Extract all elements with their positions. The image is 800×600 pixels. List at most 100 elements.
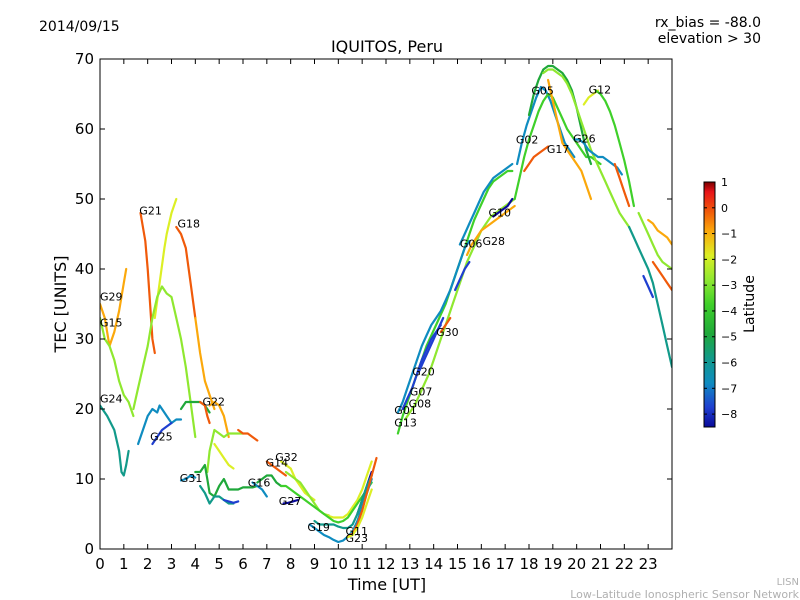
- sat-label-g15-1: G15: [100, 316, 123, 329]
- series-line-g21-4: [153, 197, 178, 320]
- series-line-g13-36: [404, 197, 516, 421]
- series-line-g22-13: [206, 428, 245, 474]
- x-tick-label-19: 19: [543, 555, 562, 573]
- sat-label-g05-25: G05: [531, 85, 554, 98]
- sat-label-g06-21: G06: [460, 237, 483, 250]
- footer-line-1: LISN: [777, 577, 799, 588]
- colorbar-tick-label-4: −3: [721, 279, 737, 292]
- series-line-g05-46: [542, 68, 631, 229]
- x-tick-label-1: 1: [119, 555, 129, 573]
- colorbar: [703, 181, 716, 428]
- colorbar-ticks: 1 0 −1 −2 −3 −4 −5 −6 −7 −8: [704, 176, 737, 421]
- colorbar-tick-label-9: −8: [721, 408, 737, 421]
- x-tick-label-10: 10: [329, 555, 348, 573]
- x-tick-label-15: 15: [448, 555, 467, 573]
- x-tick-label-2: 2: [143, 555, 153, 573]
- sat-label-g32-10: G32: [275, 451, 298, 464]
- colorbar-tick-label-1: 0: [721, 202, 728, 215]
- series-line-g24b-56: [651, 260, 672, 292]
- series-line-g11-30: [313, 474, 373, 530]
- x-tick-label-0: 0: [95, 555, 105, 573]
- x-tick-label-20: 20: [567, 555, 586, 573]
- sat-label-g31-7: G31: [180, 472, 203, 485]
- x-tick-label-13: 13: [400, 555, 419, 573]
- series-line-g22-14: [237, 428, 259, 442]
- sat-label-g20-18: G20: [412, 365, 435, 378]
- rx-bias-label: rx_bias = -88.0: [655, 15, 761, 31]
- colorbar-tick-label-8: −7: [721, 382, 737, 395]
- elevation-label: elevation > 30: [658, 31, 761, 47]
- series-line-g22-12: [199, 400, 211, 425]
- series-line-g28-41: [465, 204, 516, 257]
- y-tick-label-40: 40: [75, 260, 94, 278]
- footer-line-2: Low-Latitude Ionospheric Sensor Network: [570, 588, 799, 600]
- sat-label-g08-16: G08: [409, 398, 432, 411]
- sat-label-g14-9: G14: [266, 456, 289, 469]
- series-line-g14-22: [265, 460, 287, 477]
- sat-label-g17-26: G17: [547, 143, 570, 156]
- series-line-g18-9: [194, 316, 216, 411]
- series-line-g29-0: [100, 267, 128, 348]
- sat-label-g30-20: G30: [436, 326, 459, 339]
- x-tick-label-21: 21: [591, 555, 610, 573]
- x-tick-label-14: 14: [424, 555, 443, 573]
- series-line-g27-27: [280, 481, 373, 524]
- sat-label-g11-13: G11: [346, 525, 369, 538]
- series-line-g12-52: [613, 162, 631, 208]
- x-tick-label-7: 7: [262, 555, 272, 573]
- colorbar-tick-label-5: −4: [721, 305, 737, 318]
- series-line-g31-18: [199, 484, 235, 505]
- y-tick-label-30: 30: [75, 330, 94, 348]
- sat-label-g13-19: G13: [394, 417, 417, 430]
- colorbar-tick-label-0: 1: [721, 176, 728, 189]
- chart-title: IQUITOS, Peru: [331, 37, 443, 56]
- x-axis-label: Time [UT]: [347, 575, 426, 594]
- axis-layer: 0 1 2 3 4 5 6 7 8 9 10 11 12 13 14 15 16 17 18 19 20 21 22 2301…: [75, 50, 672, 573]
- sat-label-g16-8: G16: [248, 477, 271, 490]
- series-line-g24b-55: [647, 218, 672, 246]
- sat-label-g29-0: G29: [100, 291, 123, 304]
- series-line-g31-19: [222, 498, 240, 504]
- series-line-g02-44: [513, 92, 602, 201]
- series-line-g24b-53: [627, 225, 672, 369]
- series-line-g31-17: [194, 463, 259, 498]
- colorbar-tick-label-7: −6: [721, 357, 737, 370]
- y-axis-label: TEC [UNITS]: [51, 256, 70, 354]
- series-line-g24b-54: [637, 211, 672, 271]
- series-line-g05-45: [527, 64, 593, 166]
- sat-label-g27-11: G27: [279, 495, 302, 508]
- y-tick-label-0: 0: [84, 540, 94, 558]
- series-line-g24b-57: [642, 274, 655, 299]
- series-line-g23-32: [346, 488, 373, 539]
- series-line-g01-34: [396, 239, 471, 414]
- x-tick-label-17: 17: [496, 555, 515, 573]
- x-tick-label-5: 5: [214, 555, 224, 573]
- x-tick-label-18: 18: [519, 555, 538, 573]
- x-tick-label-23: 23: [639, 555, 658, 573]
- y-tick-label-10: 10: [75, 470, 94, 488]
- series-line-g06-40: [458, 162, 514, 246]
- sat-label-g01-15: G01: [394, 404, 417, 417]
- series-line-g32-24: [284, 470, 330, 517]
- colorbar-tick-label-6: −5: [721, 331, 737, 344]
- y-tick-label-20: 20: [75, 400, 94, 418]
- series-line-g21-3: [139, 211, 156, 355]
- sat-label-g22-6: G22: [203, 396, 226, 409]
- colorbar-tick-label-3: −2: [721, 253, 737, 266]
- sat-label-g23-14: G23: [346, 532, 369, 545]
- sat-label-g07-17: G07: [410, 386, 433, 399]
- x-tick-label-11: 11: [353, 555, 372, 573]
- sat-label-g12-28: G12: [589, 83, 612, 96]
- series-layer: [100, 64, 672, 544]
- x-tick-label-3: 3: [167, 555, 177, 573]
- series-line-g22-11: [208, 400, 230, 439]
- series-line-g25-7: [151, 421, 173, 446]
- series-line-g25-6: [137, 404, 183, 446]
- sat-label-g21-3: G21: [139, 204, 162, 217]
- sat-label-g28-22: G28: [483, 235, 506, 248]
- series-line-g30-39: [454, 260, 471, 292]
- x-tick-label-12: 12: [376, 555, 395, 573]
- x-tick-label-22: 22: [615, 555, 634, 573]
- date-label: 2014/09/15: [39, 19, 120, 35]
- series-line-g24-2: [100, 404, 130, 477]
